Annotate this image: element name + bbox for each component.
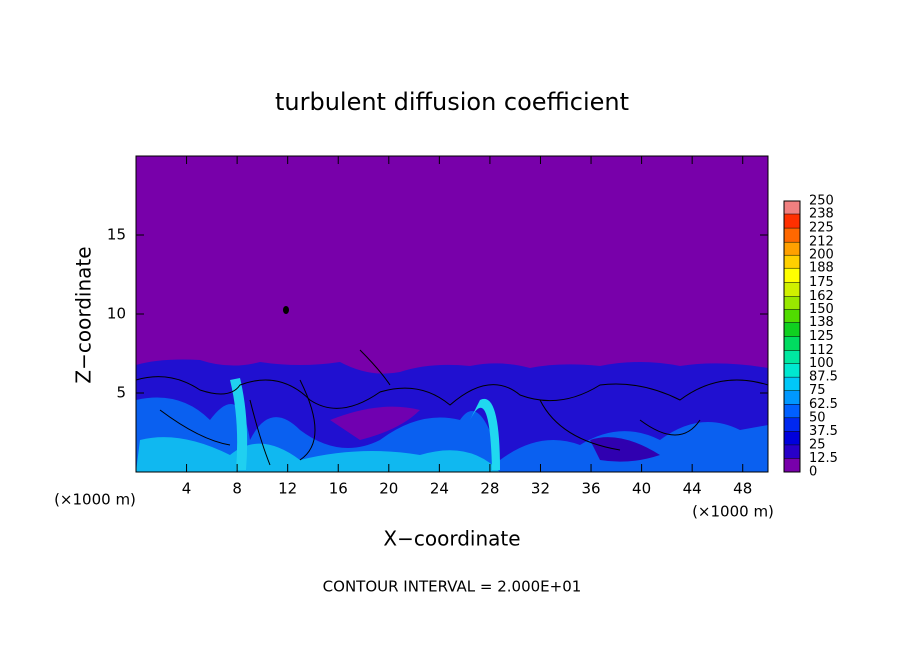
colorbar-label: 50 — [809, 410, 826, 425]
colorbar-label: 138 — [809, 315, 834, 330]
y-tick-label: 15 — [107, 226, 126, 244]
colorbar-label: 25 — [809, 437, 826, 452]
colorbar-label: 225 — [809, 221, 834, 236]
annotation: CONTOUR INTERVAL = 2.000E+01 — [323, 578, 582, 596]
colorbar-band — [784, 296, 800, 310]
x-tick-label: 28 — [480, 480, 499, 498]
colorbar-band — [784, 377, 800, 391]
colorbar-band — [784, 255, 800, 269]
chart-title: turbulent diffusion coefficient — [275, 88, 629, 116]
colorbar-label: 212 — [809, 235, 834, 250]
colorbar-band — [784, 444, 800, 459]
colorbar-band — [784, 268, 800, 283]
y-tick-label: 5 — [116, 384, 126, 402]
colorbar-band — [784, 322, 800, 337]
colorbar-band — [784, 242, 800, 256]
x-unit: (×1000 m) — [692, 503, 774, 521]
colorbar-label: 100 — [809, 356, 834, 371]
x-tick-label: 20 — [379, 480, 398, 498]
colorbar-band — [784, 282, 800, 297]
x-tick-label: 36 — [581, 480, 600, 498]
colorbar-band — [784, 363, 800, 378]
colorbar-label: 125 — [809, 329, 834, 344]
colorbar-band — [784, 431, 800, 445]
y-tick-label: 10 — [107, 305, 126, 323]
field — [135, 156, 769, 472]
colorbar-label: 0 — [809, 465, 817, 480]
x-tick-label: 16 — [329, 480, 348, 498]
colorbar-label: 175 — [809, 275, 834, 290]
x-tick-label: 12 — [278, 480, 297, 498]
x-tick-label: 24 — [430, 480, 449, 498]
colorbar-label: 87.5 — [809, 370, 838, 385]
colorbar-label: 150 — [809, 302, 834, 317]
x-tick-label: 32 — [531, 480, 550, 498]
colorbar-band — [784, 214, 800, 229]
x-tick-label: 8 — [232, 480, 242, 498]
colorbar-band — [784, 390, 800, 405]
y-unit: (×1000 m) — [54, 491, 136, 509]
x-tick-label: 44 — [683, 480, 702, 498]
colorbar-label: 37.5 — [809, 424, 838, 439]
colorbar-band — [784, 201, 800, 215]
x-tick-label: 4 — [182, 480, 192, 498]
colorbar-label: 238 — [809, 207, 834, 222]
colorbar-band — [784, 350, 800, 364]
colorbar-label: 188 — [809, 261, 834, 276]
colorbar-band — [784, 309, 800, 323]
x-tick-label: 48 — [733, 480, 752, 498]
x-axis-label: X−coordinate — [383, 527, 520, 551]
x-tick-label: 40 — [632, 480, 651, 498]
colorbar-band — [784, 404, 800, 418]
colorbar-band — [784, 417, 800, 432]
colorbar-label: 112 — [809, 343, 834, 358]
colorbar-band — [784, 458, 800, 472]
colorbar-label: 75 — [809, 383, 826, 398]
colorbar-label: 200 — [809, 248, 834, 263]
colorbar-label: 250 — [809, 194, 834, 209]
y-axis-label: Z−coordinate — [72, 246, 96, 383]
colorbar-label: 162 — [809, 289, 834, 304]
colorbar-label: 62.5 — [809, 397, 838, 412]
colorbar-band — [784, 336, 800, 351]
colorbar-label: 12.5 — [809, 451, 838, 466]
colorbar-band — [784, 228, 800, 243]
